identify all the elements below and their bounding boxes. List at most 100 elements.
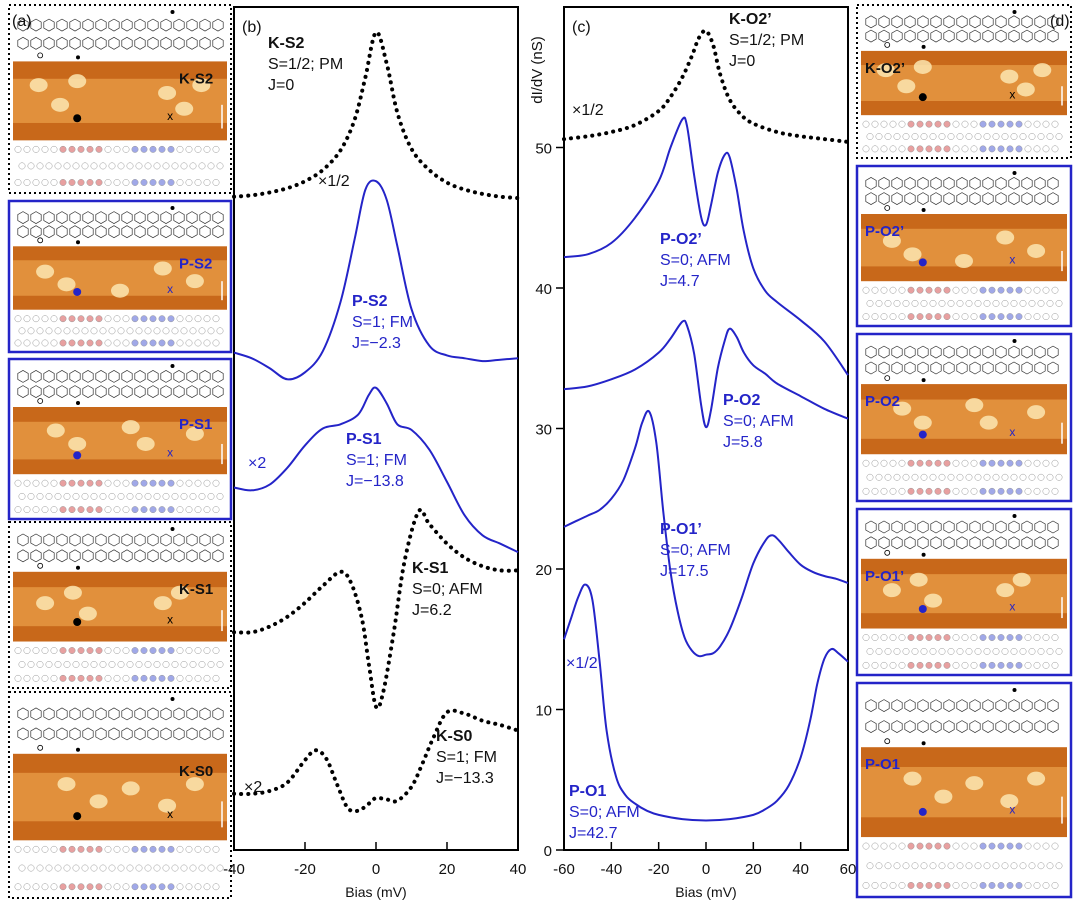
- spin-site: [185, 506, 193, 514]
- hex-ring: [95, 707, 107, 721]
- hex-ring: [1008, 361, 1020, 375]
- hex-ring: [904, 361, 916, 375]
- spin-site: [32, 845, 40, 853]
- hex-ring: [1034, 345, 1046, 359]
- spin-site: [140, 674, 148, 682]
- series-annotation: P-O2 S=0; AFM J=5.8: [723, 392, 794, 451]
- hex-ring: [173, 225, 185, 239]
- spin-site: [212, 339, 220, 347]
- spin-site: [104, 506, 112, 514]
- hex-ring: [956, 720, 968, 734]
- spin-site: [1051, 286, 1059, 294]
- spin-site: [63, 864, 71, 872]
- tip-position-cross: x: [167, 109, 173, 123]
- spin-site: [18, 327, 26, 335]
- spin-site: [979, 286, 987, 294]
- spin-site: [113, 647, 121, 654]
- spin-site: [194, 674, 202, 682]
- spin-site: [68, 647, 76, 654]
- hex-ring: [1008, 29, 1020, 43]
- hex-ring: [69, 727, 81, 741]
- hex-ring: [147, 707, 159, 721]
- spin-site: [979, 634, 987, 641]
- radical-dot: [1012, 10, 1017, 14]
- hex-ring: [956, 699, 968, 713]
- hex-ring: [82, 727, 94, 741]
- spin-site: [14, 179, 22, 186]
- image-card-po2: x P-O2’: [855, 164, 1073, 328]
- hex-ring: [17, 533, 29, 547]
- stm-bright-spot: [192, 78, 211, 93]
- spin-site: [113, 179, 121, 186]
- series-parameter-label: S=1; FM: [346, 452, 407, 469]
- hex-ring: [199, 533, 211, 547]
- stm-image: x: [13, 246, 227, 310]
- spin-site: [925, 842, 933, 850]
- spin-site: [988, 661, 996, 669]
- spin-density-map: [862, 634, 1063, 669]
- hex-ring: [891, 361, 903, 375]
- spin-site: [194, 479, 202, 487]
- hex-ring: [56, 727, 68, 741]
- ring-marker: [884, 549, 891, 556]
- spin-site: [185, 315, 193, 323]
- spin-site: [140, 179, 148, 186]
- stm-bright-spot: [903, 247, 922, 262]
- spin-site: [974, 133, 982, 140]
- spin-site: [997, 120, 1005, 128]
- spin-site: [158, 506, 166, 514]
- hex-ring: [134, 369, 146, 383]
- stm-ribbon: [861, 65, 1067, 102]
- hex-ring: [995, 536, 1007, 550]
- hex-ring: [199, 727, 211, 741]
- spin-site: [122, 145, 130, 153]
- spin-site: [1010, 473, 1018, 481]
- spin-site: [176, 179, 184, 186]
- hex-ring: [1021, 29, 1033, 43]
- hex-ring: [121, 707, 133, 721]
- spin-site: [965, 647, 973, 655]
- ring-marker: [884, 42, 891, 48]
- hex-ring: [30, 36, 42, 50]
- hex-ring: [69, 533, 81, 547]
- spin-site: [104, 845, 112, 853]
- hex-ring: [173, 18, 185, 32]
- series-name-label: K-S1: [412, 560, 449, 577]
- spin-site: [86, 883, 94, 891]
- spin-site: [198, 327, 206, 335]
- spin-site: [32, 179, 40, 186]
- hex-ring: [878, 345, 890, 359]
- spin-site: [961, 459, 969, 467]
- spin-site: [104, 339, 112, 347]
- spin-site: [1042, 145, 1050, 153]
- radical-dot: [170, 697, 175, 701]
- spin-site: [153, 327, 161, 335]
- hex-ring: [930, 29, 942, 43]
- spin-site: [45, 327, 53, 335]
- spin-site: [59, 479, 67, 487]
- spin-site: [1015, 145, 1023, 153]
- spin-site: [871, 842, 879, 850]
- spin-site: [63, 660, 71, 668]
- spin-site: [203, 845, 211, 853]
- hex-ring: [173, 211, 185, 225]
- spin-site: [1042, 661, 1050, 669]
- hex-ring: [82, 18, 94, 32]
- spin-site: [916, 842, 924, 850]
- spin-site: [167, 315, 175, 323]
- spin-site: [871, 459, 879, 467]
- hex-ring: [95, 211, 107, 225]
- spin-site: [86, 315, 94, 323]
- spin-site: [23, 315, 31, 323]
- spin-site: [943, 881, 951, 889]
- spin-site: [898, 313, 906, 321]
- spin-site: [970, 487, 978, 495]
- hex-ring: [969, 29, 981, 43]
- tip-position-cross: x: [167, 446, 173, 460]
- spin-site: [86, 506, 94, 514]
- hex-ring: [930, 192, 942, 206]
- spin-site: [185, 647, 193, 654]
- spin-site: [54, 492, 62, 500]
- spin-site: [36, 660, 44, 668]
- spin-site: [216, 660, 224, 668]
